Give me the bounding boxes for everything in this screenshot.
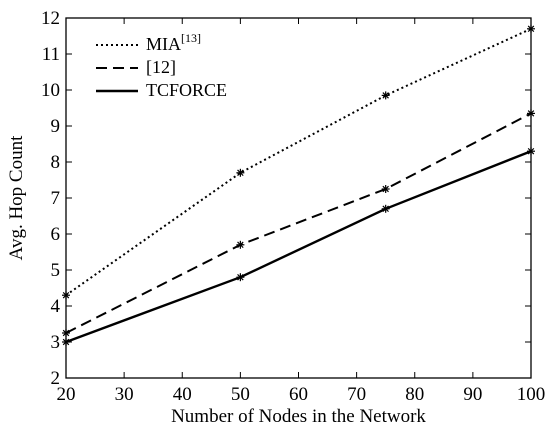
series-line-1: [65, 27, 532, 297]
data-point-marker: [381, 91, 390, 100]
x-tick-label: 70: [347, 384, 366, 405]
legend-label-2: [12]: [146, 57, 176, 77]
data-point-marker: [62, 329, 70, 337]
data-point-marker: [236, 273, 245, 282]
y-tick-label: 12: [41, 8, 60, 29]
y-tick-label: 10: [41, 80, 60, 101]
x-tick-label: 100: [517, 384, 546, 405]
x-tick-label: 50: [231, 384, 250, 405]
data-point-marker: [381, 185, 390, 193]
legend-label-1: MIA[13]: [146, 31, 201, 54]
y-tick-label: 4: [51, 296, 61, 317]
y-tick-label: 9: [51, 116, 61, 137]
y-tick-label: 2: [51, 368, 61, 389]
legend-superscript: [13]: [181, 31, 201, 45]
x-tick-label: 90: [463, 384, 482, 405]
y-tick-label: 5: [51, 260, 61, 281]
y-tick-label: 8: [51, 152, 61, 173]
x-tick-label: 60: [289, 384, 308, 405]
x-tick-label: 30: [115, 384, 134, 405]
data-point-marker: [527, 24, 535, 33]
x-tick-label: 80: [405, 384, 424, 405]
x-axis-title: Number of Nodes in the Network: [171, 406, 426, 427]
y-tick-label: 6: [51, 224, 61, 245]
x-tick-label: 40: [173, 384, 192, 405]
legend-label-3: TCFORCE: [146, 80, 227, 100]
data-point-marker: [236, 240, 245, 249]
x-tick-label: 20: [57, 384, 76, 405]
plot-frame: [65, 17, 532, 379]
y-tick-label: 3: [51, 332, 61, 353]
data-point-marker: [527, 147, 535, 156]
data-point-marker: [236, 168, 245, 177]
series-line-3: [65, 150, 532, 344]
y-tick-label: 7: [51, 188, 61, 209]
series-line-2: [65, 112, 532, 334]
data-point-marker: [62, 338, 70, 346]
y-axis-title: Avg. Hop Count: [6, 135, 27, 260]
y-tick-label: 11: [42, 44, 60, 65]
data-point-marker: [527, 109, 535, 118]
data-point-marker: [381, 204, 390, 213]
data-point-marker: [62, 291, 70, 300]
